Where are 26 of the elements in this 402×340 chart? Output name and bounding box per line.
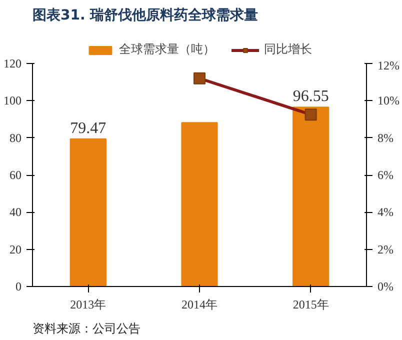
- y-tick-label: 100: [4, 94, 22, 108]
- y-tick-label: 40: [10, 205, 22, 220]
- y2-tick-label: 10%: [378, 94, 400, 108]
- y2-tick-label: 2%: [378, 242, 394, 256]
- bar: [292, 106, 330, 286]
- chart-title: 图表31. 瑞舒伐他原料药全球需求量: [32, 8, 258, 24]
- data-label: 79.47: [70, 120, 106, 137]
- y2-tick-label: 4%: [378, 205, 394, 220]
- x-tick-label: 2013年: [70, 298, 106, 312]
- bar: [70, 138, 106, 286]
- y2-tick-label: 8%: [378, 130, 394, 145]
- y-tick-label: 0: [16, 280, 22, 294]
- y-tick-label: 20: [10, 242, 22, 256]
- x-tick-label: 2014年: [182, 298, 218, 312]
- y-tick-label: 120: [4, 56, 22, 70]
- y-tick-label: 80: [10, 130, 22, 145]
- y2-tick-label: 0%: [378, 280, 394, 294]
- legend-label: 全球需求量（吨）: [119, 41, 215, 58]
- legend-label: 同比增长: [264, 41, 312, 58]
- y-tick-label: 60: [10, 168, 22, 182]
- y2-tick-label: 12%: [378, 58, 400, 72]
- x-tick-label: 2015年: [292, 298, 329, 312]
- bar: [181, 122, 218, 286]
- y2-tick-label: 6%: [378, 168, 394, 182]
- data-label: 96.55: [292, 88, 329, 106]
- text: 资料来源：公司公告: [32, 322, 140, 336]
